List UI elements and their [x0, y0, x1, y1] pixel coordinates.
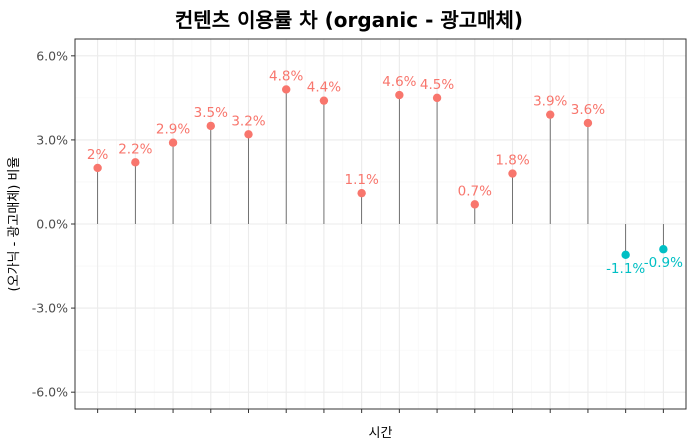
lollipop-point	[319, 96, 329, 105]
data-label: 2.2%	[118, 141, 152, 157]
lollipop-point	[244, 130, 253, 139]
data-label: 1.8%	[495, 153, 529, 169]
lollipop-point	[282, 85, 291, 94]
y-tick-label: 6.0%	[36, 48, 68, 63]
data-label: 3.5%	[194, 105, 228, 121]
axis-layer: -6.0% -3.0% 0.0% 3.0% 6.0%	[32, 48, 664, 413]
data-label: 4.6%	[382, 74, 416, 90]
data-label: 2.9%	[156, 122, 190, 138]
lollipop-point	[659, 245, 668, 254]
y-tick-label: 3.0%	[36, 132, 68, 147]
data-label: -1.1%	[606, 261, 645, 277]
lollipop-point	[432, 93, 442, 103]
lollipop-point	[583, 118, 593, 128]
panel-border	[74, 38, 687, 410]
data-label: -0.9%	[644, 255, 683, 271]
x-axis-title: 시간	[369, 426, 393, 441]
y-tick-label: -6.0%	[32, 385, 68, 400]
y-tick-label: -3.0%	[32, 301, 68, 316]
lollipop-point	[621, 250, 630, 260]
lollipop-point	[131, 158, 140, 167]
data-label: 0.7%	[458, 183, 492, 199]
stem-layer	[97, 89, 664, 255]
data-label: 4.8%	[269, 68, 303, 84]
data-label: 4.5%	[420, 77, 454, 93]
lollipop-point	[93, 163, 102, 173]
data-label: 1.1%	[344, 172, 378, 188]
grid-layer	[75, 39, 686, 409]
y-axis-title: (오가닉 - 광고매체) 비율	[7, 157, 22, 292]
lollipop-point	[168, 138, 178, 147]
chart-title: 컨텐츠 이용률 차 (organic - 광고매체)	[174, 8, 524, 32]
lollipop-point	[395, 90, 404, 100]
lollipop-point	[470, 200, 479, 209]
data-label: 2%	[87, 147, 109, 163]
data-label: 3.9%	[533, 94, 567, 110]
point-layer	[93, 85, 668, 260]
y-tick-label: 0.0%	[36, 217, 68, 232]
lollipop-point	[508, 169, 517, 178]
label-layer: 2% 2.2%2.9%3.5%3.2% 4.8%4.4% 1.1% 4.6% 4.5% 0.…	[87, 68, 683, 276]
lollipop-point	[357, 188, 366, 198]
data-label: 3.6%	[571, 102, 605, 118]
data-label: 4.4%	[307, 80, 341, 96]
data-label: 3.2%	[231, 113, 265, 129]
lollipop-point	[206, 121, 215, 131]
lollipop-point	[546, 110, 555, 119]
